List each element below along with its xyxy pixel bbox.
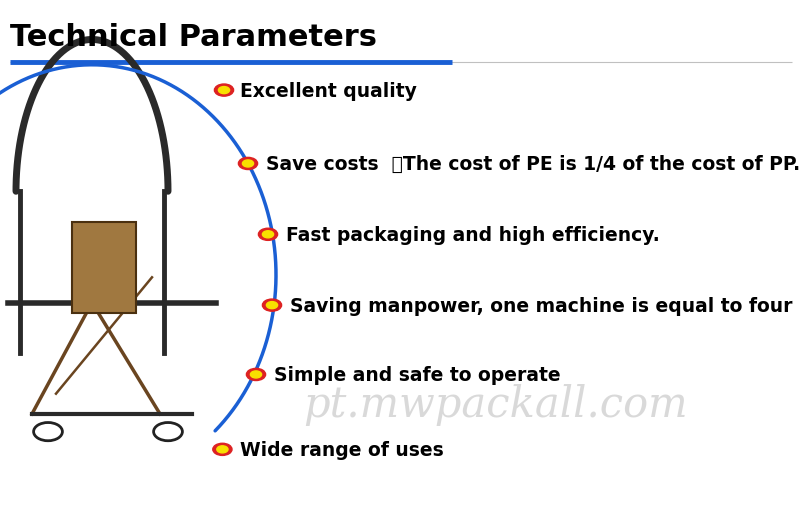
Text: Wide range of uses: Wide range of uses: [240, 440, 444, 459]
Circle shape: [258, 229, 278, 241]
Text: Excellent quality: Excellent quality: [240, 81, 417, 100]
Circle shape: [250, 371, 262, 378]
Circle shape: [238, 158, 258, 170]
Text: Simple and safe to operate: Simple and safe to operate: [274, 365, 560, 384]
Circle shape: [214, 85, 234, 97]
Circle shape: [217, 446, 228, 453]
Circle shape: [266, 302, 278, 309]
FancyBboxPatch shape: [72, 222, 136, 313]
Text: pt.mwpackall.com: pt.mwpackall.com: [304, 383, 688, 425]
Circle shape: [246, 369, 266, 381]
Circle shape: [213, 443, 232, 456]
Text: Technical Parameters: Technical Parameters: [10, 23, 377, 52]
Text: Fast packaging and high efficiency.: Fast packaging and high efficiency.: [286, 225, 659, 244]
Circle shape: [262, 299, 282, 312]
Circle shape: [262, 231, 274, 238]
Text: Saving manpower, one machine is equal to four labors.: Saving manpower, one machine is equal to…: [290, 296, 800, 315]
Text: Save costs  （The cost of PE is 1/4 of the cost of PP.）: Save costs （The cost of PE is 1/4 of the…: [266, 155, 800, 174]
Circle shape: [218, 87, 230, 94]
Circle shape: [242, 161, 254, 168]
